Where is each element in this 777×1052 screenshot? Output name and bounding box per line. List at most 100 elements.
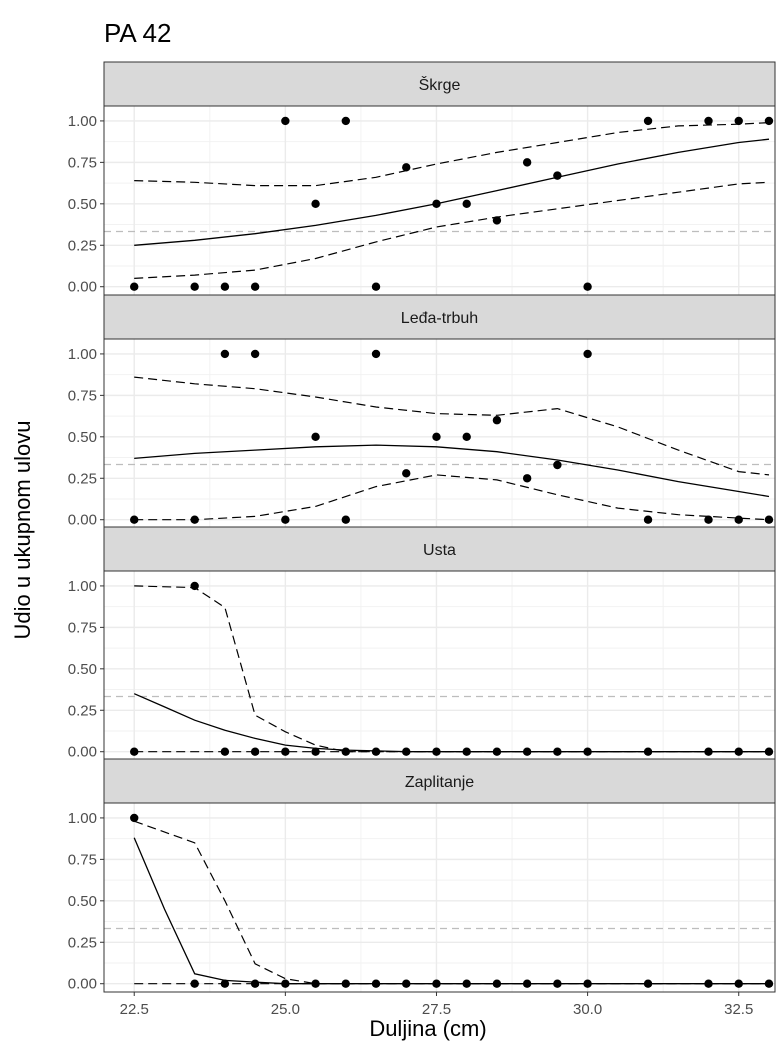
panel-3-data-point: [341, 747, 351, 756]
panel-4-data-point: [432, 979, 441, 988]
panel-2-fit-line: [134, 444, 770, 498]
panel-2-data-point: [341, 515, 351, 524]
panel-4-y-tick-label: 0.75: [68, 851, 97, 868]
panel-4-data-point: [281, 979, 290, 988]
panel-2-data-point: [643, 515, 653, 524]
panel-4-data-point: [341, 979, 351, 988]
panel-2-upper-ci-line: [134, 376, 770, 476]
x-axis-title: Duljina (cm): [369, 1016, 486, 1041]
panel-2-data-point: [220, 349, 230, 359]
y-axis-title: Udio u ukupnom ulovu: [10, 421, 35, 640]
panel-4-data-point: [734, 979, 743, 988]
panel-1-data-point: [522, 158, 532, 167]
panel-4-upper-ci-line: [133, 820, 769, 985]
panel-1-data-point: [341, 116, 351, 126]
chart-title: PA 42: [104, 18, 171, 48]
panel-1-data-point: [462, 199, 471, 209]
panel-4-border: [103, 802, 776, 993]
panel-3-strip-label: Usta: [423, 542, 456, 559]
panel-1-lower-ci-line: [134, 181, 770, 279]
panel-2-data-point: [402, 469, 411, 478]
panel-2-strip-label: Leđa-trbuh: [401, 310, 478, 327]
panel-2-data-point: [704, 515, 713, 524]
panel-2: Leđa-trbuh 0.00 0.25 0.50 0.75 1.00: [68, 294, 776, 529]
panel-2-data-point: [553, 460, 562, 470]
panel-2-y-tick-label: 0.50: [68, 429, 97, 446]
panel-2-lower-ci-line: [134, 474, 770, 521]
panel-3-upper-ci-line: [134, 585, 769, 753]
panel-4-data-point: [553, 979, 562, 988]
panel-1-data-point: [704, 116, 713, 126]
panel-4-data-point: [371, 979, 381, 988]
panel-3-data-point: [371, 747, 381, 756]
panel-1-data-point: [643, 116, 653, 126]
panel-2-y-tick-label: 0.00: [68, 512, 97, 529]
panel-3-data-point: [402, 747, 411, 756]
panel-3-data-point: [522, 747, 532, 756]
panel-3-data-point: [130, 747, 139, 756]
panel-3-data-point: [492, 747, 502, 756]
panel-1-data-point: [190, 282, 199, 291]
panel-2-y-tick-label: 0.25: [68, 470, 97, 487]
panel-2-strip: [103, 294, 776, 340]
panel-2-data-point: [734, 515, 743, 524]
panel-3-data-point: [311, 747, 320, 756]
panel-2-data-point: [432, 432, 441, 442]
panel-1-strip: [103, 61, 776, 107]
panel-3-data-point: [281, 747, 290, 756]
panel-4-data-point: [704, 979, 713, 988]
panel-1-data-point: [734, 116, 743, 126]
panel-2-y-tick-label: 1.00: [68, 346, 97, 363]
panel-1-y-tick-label: 0.00: [68, 279, 97, 296]
panel-4-strip-label: Zaplitanje: [405, 774, 474, 791]
panel-4-data-point: [311, 979, 320, 988]
panel-3-strip: [103, 526, 776, 572]
panel-2-data-point: [462, 432, 471, 442]
panel-1-data-point: [402, 163, 411, 172]
panel-4-data-point: [583, 979, 592, 988]
panel-4-data-point: [522, 979, 532, 988]
panel-1-data-point: [371, 282, 381, 291]
panels: Škrge 0.00 0.25 0.50 0.75 1.00 Leđa-trbuh 0.00 0…: [68, 61, 776, 1018]
panel-3-data-point: [734, 747, 743, 756]
panel-1-data-point: [281, 116, 290, 126]
panel-4-y-tick-label: 0.25: [68, 934, 97, 951]
panel-1-data-point: [764, 116, 774, 126]
panel-2-data-point: [311, 432, 320, 442]
panel-4-data-point: [402, 979, 411, 988]
panel-3-y-tick-label: 0.75: [68, 619, 97, 636]
panel-4-y-tick-label: 0.50: [68, 893, 97, 910]
panel-3-plot-background: [104, 571, 775, 760]
panel-3-data-point: [462, 747, 471, 756]
x-tick-label: 30.0: [573, 1001, 602, 1018]
panel-1-data-point: [492, 216, 502, 225]
panel-3-data-point: [764, 747, 774, 756]
x-tick-label: 22.5: [120, 1001, 149, 1018]
panel-1-y-tick-label: 0.25: [68, 237, 97, 254]
panel-3-y-tick-label: 1.00: [68, 578, 97, 595]
panel-1-data-point: [311, 199, 320, 209]
panel-4-data-point: [492, 979, 502, 988]
panel-1-data-point: [583, 282, 592, 291]
panel-2-y-tick-label: 0.75: [68, 387, 97, 404]
panel-2-data-point: [371, 349, 381, 359]
panel-3-data-point: [190, 581, 199, 591]
panel-1-data-point: [250, 282, 260, 291]
panel-2-data-point: [492, 416, 502, 425]
panel-3-data-point: [250, 747, 260, 756]
panel-4-data-point: [250, 979, 260, 988]
panel-4-data-point: [643, 979, 653, 988]
panel-2-data-point: [764, 515, 774, 524]
panel-4-y-tick-label: 0.00: [68, 976, 97, 993]
panel-1-y-tick-label: 1.00: [68, 113, 97, 130]
panel-4-data-point: [130, 813, 139, 823]
panel-3-data-point: [553, 747, 562, 756]
panel-4-data-point: [190, 979, 199, 988]
panel-3-data-point: [220, 747, 230, 756]
panel-1-data-point: [432, 199, 441, 209]
panel-3-data-point: [704, 747, 713, 756]
panel-2-data-point: [281, 515, 290, 524]
panel-3-data-point: [643, 747, 653, 756]
panel-1-plot-background: [104, 106, 775, 295]
